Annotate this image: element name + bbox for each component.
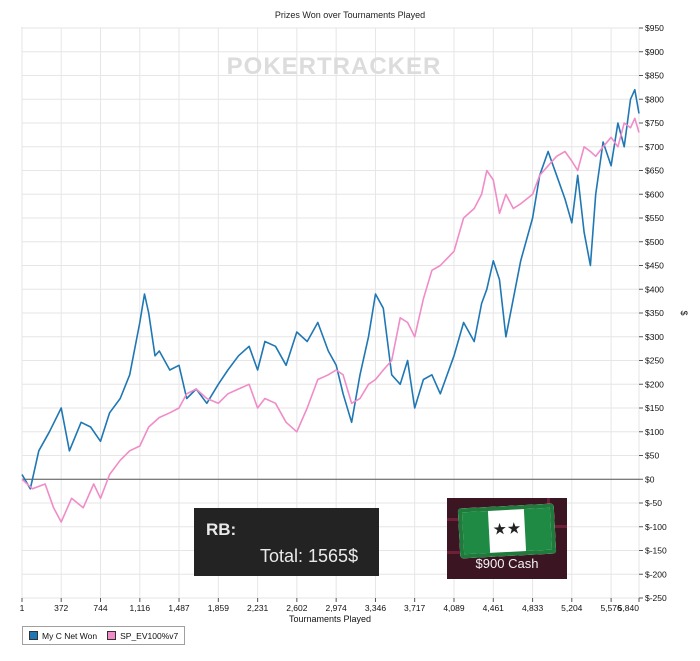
x-tick-label: 2,974	[326, 603, 348, 613]
y-tick-label: $950	[645, 23, 664, 33]
x-tick-label: 5,204	[561, 603, 583, 613]
y-tick-label: $-100	[645, 522, 667, 532]
y-tick-label: $500	[645, 237, 664, 247]
y-tick-label: $550	[645, 213, 664, 223]
rb-label: RB:	[206, 520, 237, 539]
x-tick-label: 4,833	[522, 603, 544, 613]
y-tick-label: $-250	[645, 593, 667, 603]
legend-item-my-c-net-won[interactable]: My C Net Won	[29, 631, 97, 641]
grid	[21, 27, 640, 599]
legend-label-sp-ev: SP_EV100%v7	[120, 630, 179, 641]
series-line-sp-ev	[21, 117, 640, 523]
y-tick-label: $300	[645, 332, 664, 342]
legend-swatch-sp-ev	[107, 631, 117, 640]
x-tick-label: 1	[20, 603, 25, 613]
x-tick-label: 1,116	[130, 603, 151, 613]
x-tick-label: 5,576	[600, 603, 622, 613]
y-tick-label: $-200	[645, 569, 667, 579]
x-tick-label: 1,487	[168, 603, 190, 613]
cash-badge: ★★ $900 Cash	[447, 498, 567, 579]
y-tick-label: $250	[645, 356, 664, 366]
x-axis-ticks: 1 372 744 1,116 1,487 1,859 2,231 2,602 2,974 3,3…	[20, 598, 640, 613]
y-axis-label: $	[679, 310, 689, 315]
x-tick-label: 372	[54, 603, 68, 613]
chart-title: Prizes Won over Tournaments Played	[275, 10, 425, 20]
y-tick-label: $850	[645, 71, 664, 81]
x-tick-label: 1,859	[208, 603, 230, 613]
x-tick-label: 2,231	[247, 603, 269, 613]
stars-icon: ★★	[492, 520, 522, 539]
x-tick-label: 2,602	[286, 603, 308, 613]
watermark-logo: POKERTRACKER	[227, 53, 442, 80]
rb-panel: RB: Total: 1565$	[194, 508, 379, 576]
y-tick-label: $350	[645, 308, 664, 318]
y-tick-label: $150	[645, 403, 664, 413]
y-axis-ticks: $-250 $-200 $-150 $-100 $-50 $0 $50 $100 $150 $20…	[639, 23, 667, 603]
y-tick-label: $650	[645, 166, 664, 176]
y-tick-label: $-150	[645, 546, 667, 556]
legend-label-my-c-net-won: My C Net Won	[42, 630, 98, 641]
y-tick-label: $750	[645, 118, 664, 128]
cash-bill-icon: ★★	[457, 503, 557, 559]
y-tick-label: $600	[645, 189, 664, 199]
x-tick-label: 3,346	[365, 603, 387, 613]
y-tick-label: $900	[645, 47, 664, 57]
y-tick-label: $-50	[645, 498, 662, 508]
y-tick-label: $400	[645, 284, 664, 294]
x-tick-label: 3,717	[404, 603, 426, 613]
bill-right-band	[523, 507, 553, 552]
y-tick-label: $700	[645, 142, 664, 152]
y-tick-label: $100	[645, 427, 664, 437]
y-tick-label: $450	[645, 261, 664, 271]
rb-total: Total: 1565$	[260, 546, 359, 566]
x-tick-label: 744	[93, 603, 107, 613]
x-tick-label: 4,089	[443, 603, 465, 613]
x-tick-label: 5,840	[618, 603, 640, 613]
cash-label: $900 Cash	[475, 556, 539, 571]
series-layer	[21, 88, 640, 523]
y-tick-label: $800	[645, 94, 664, 104]
y-tick-label: $200	[645, 379, 664, 389]
series-line-my-c-net-won	[21, 88, 640, 490]
legend-item-sp-ev[interactable]: SP_EV100%v7	[107, 631, 178, 641]
y-tick-label: $50	[645, 451, 659, 461]
y-tick-label: $0	[645, 474, 655, 484]
legend: My C Net Won SP_EV100%v7	[22, 626, 185, 645]
bill-left-band	[461, 510, 491, 555]
x-axis-label: Tournaments Played	[289, 614, 371, 624]
legend-swatch-my-c-net-won	[29, 631, 38, 640]
x-tick-label: 4,461	[483, 603, 505, 613]
